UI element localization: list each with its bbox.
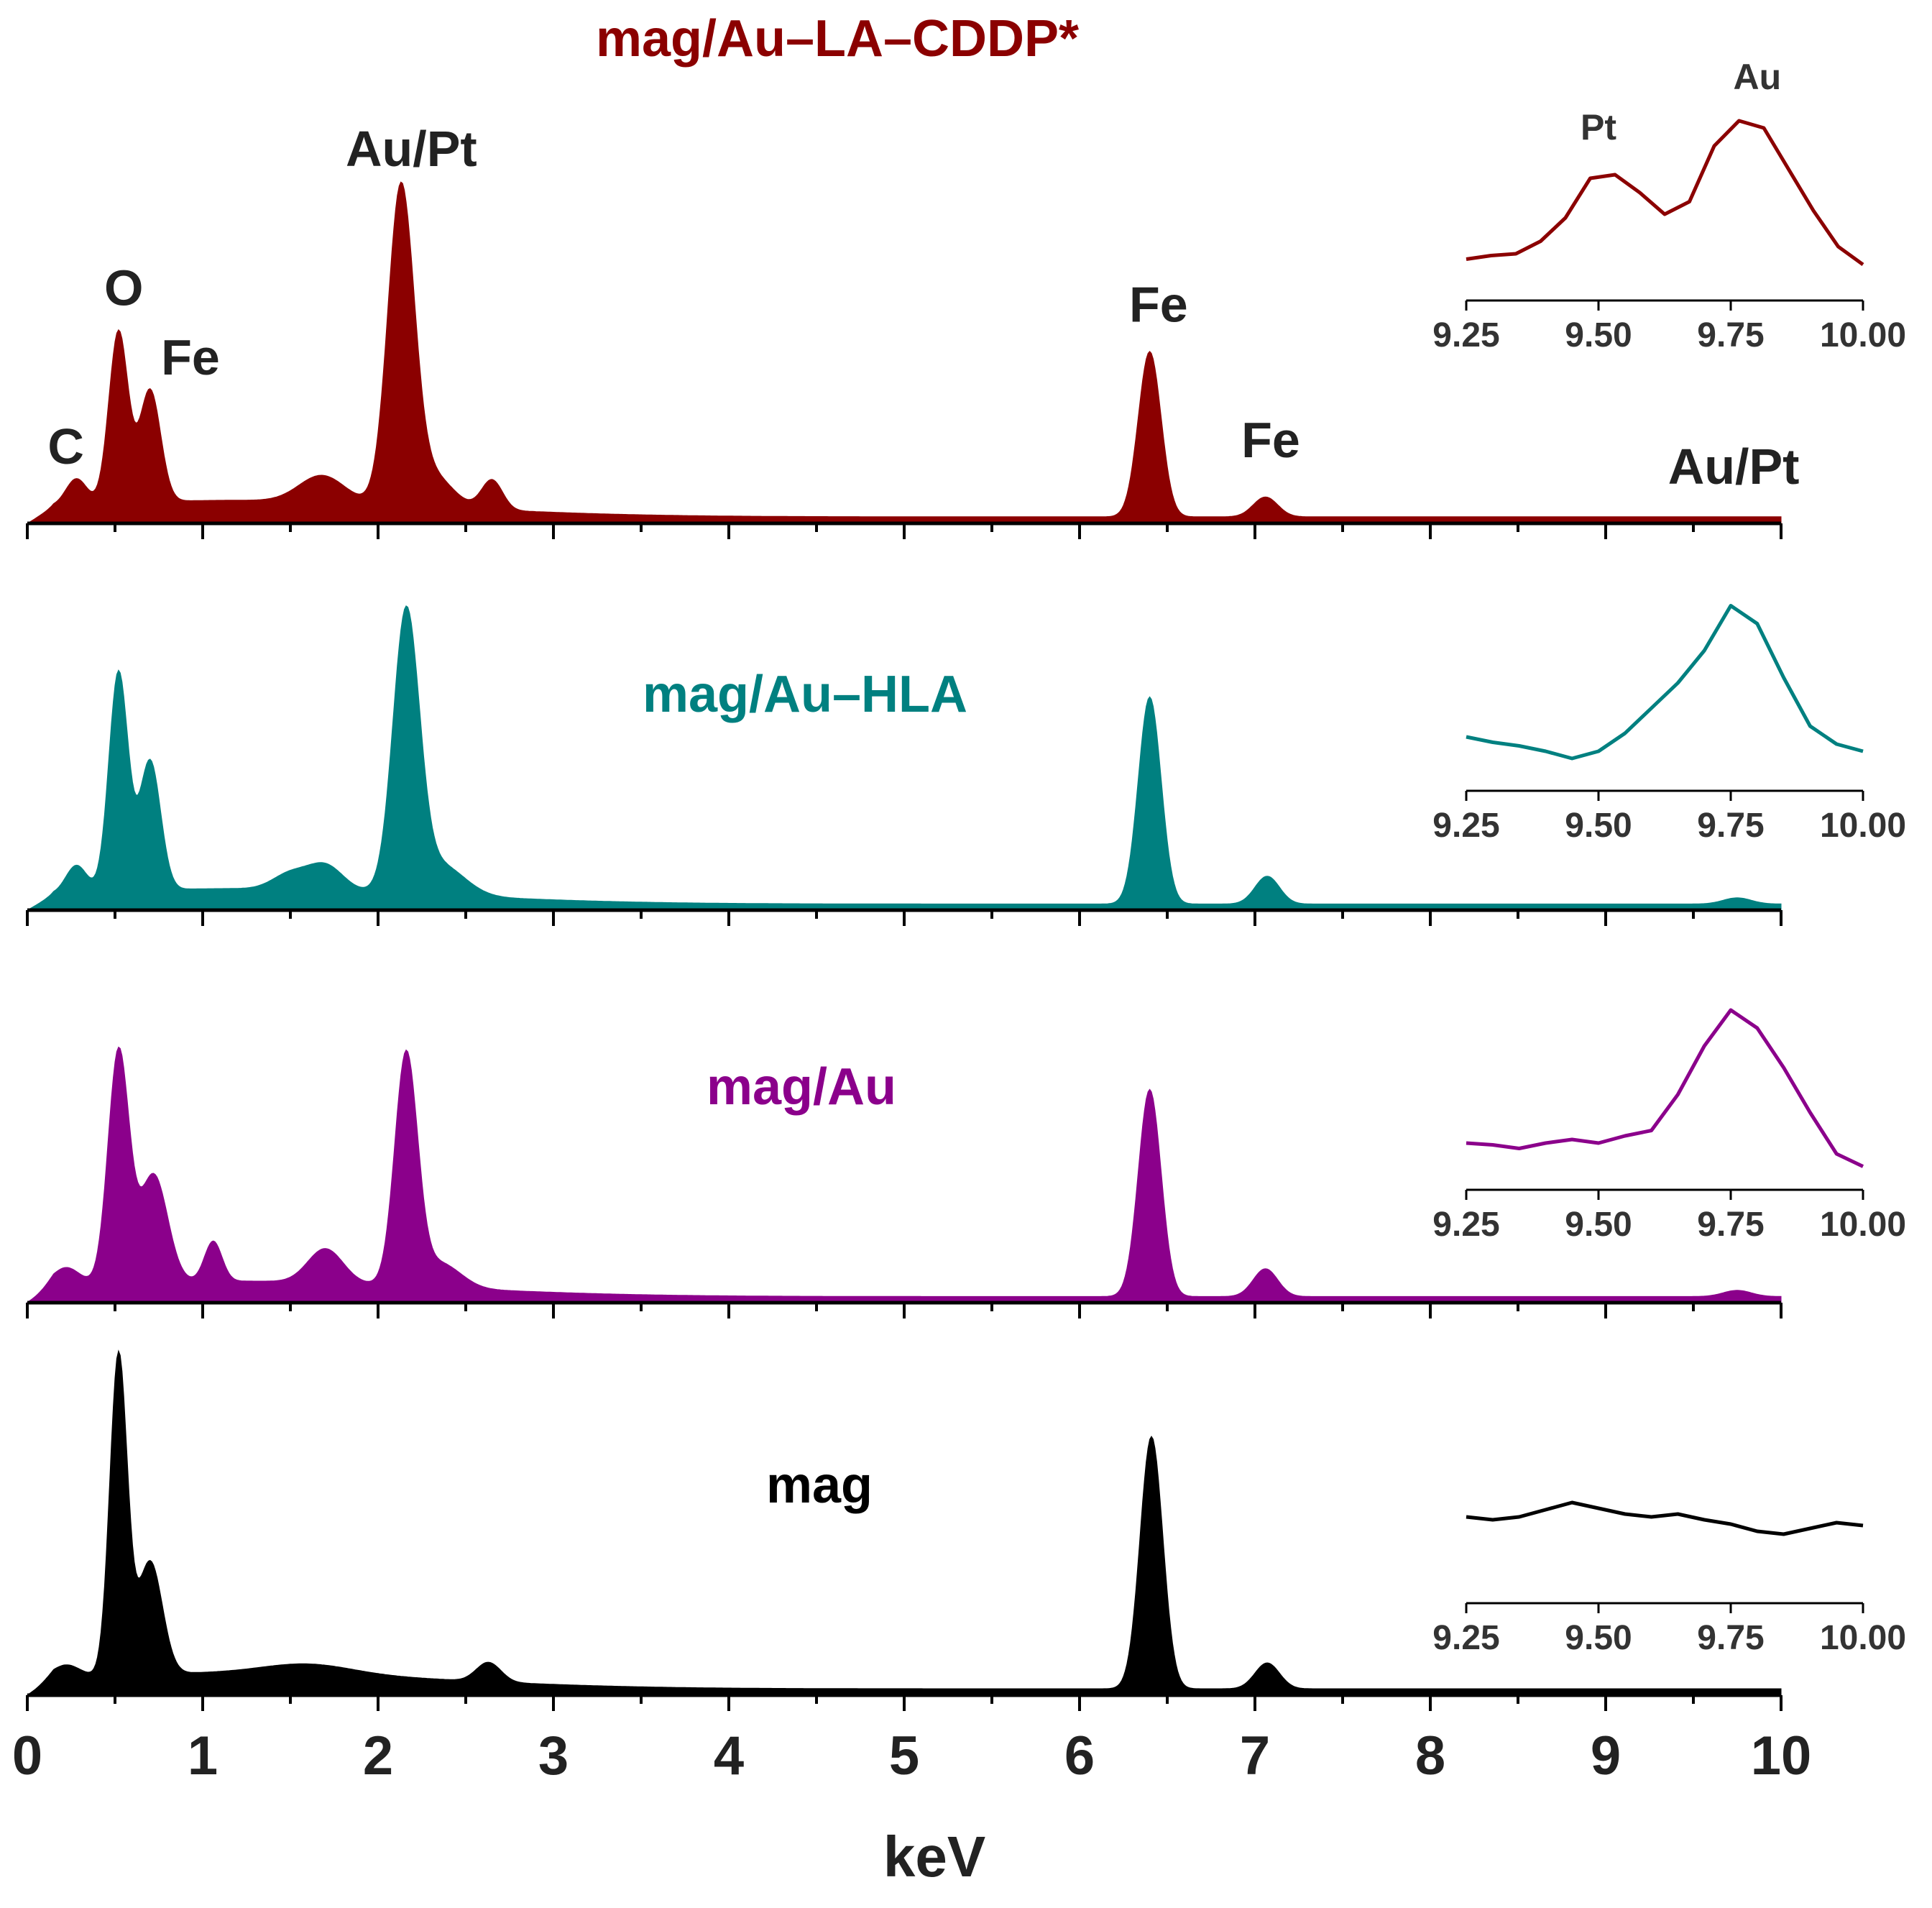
- inset-tick-label: 10.00: [1820, 807, 1906, 845]
- spectrum-area-mag: [27, 1349, 1782, 1696]
- series-label-mag-au-hla: mag/Au–HLA: [643, 666, 967, 723]
- spectrum-panel-mag-au-hla: mag/Au–HLA 9.25 9.50 9.75 10.00: [26, 604, 1906, 926]
- series-label-mag: mag: [766, 1457, 873, 1514]
- x-tick-label-4: 4: [714, 1725, 744, 1787]
- peak-label-au-pt-6: Au/Pt: [1668, 439, 1800, 495]
- spectrum-panel-mag-au-la-cddp: mag/Au–LA–CDDP* C O Fe Au/Pt Fe Fe Au/Pt 9.25 9.5…: [26, 10, 1906, 539]
- peak-label-fe-5: Fe: [1241, 412, 1300, 468]
- spectrum-area-mag-au: [27, 1046, 1782, 1303]
- inset-tick-label: 9.50: [1565, 316, 1632, 354]
- inset-peak-label-au: Au: [1733, 57, 1781, 97]
- inset-tick-label: 9.25: [1432, 807, 1499, 845]
- peak-label-fe-2: Fe: [161, 329, 220, 385]
- inset-tick-label: 9.75: [1697, 316, 1764, 354]
- series-label-mag-au-la-cddp: mag/Au–LA–CDDP*: [596, 10, 1079, 68]
- peak-label-fe-4: Fe: [1129, 276, 1188, 332]
- peak-label-o-1: O: [104, 260, 143, 316]
- inset-tick-label: 9.75: [1697, 807, 1764, 845]
- x-tick-label-0: 0: [12, 1725, 42, 1787]
- x-tick-label-3: 3: [538, 1725, 569, 1787]
- inset-tick-label: 10.00: [1820, 1206, 1906, 1244]
- inset-peak-label-pt: Pt: [1581, 107, 1616, 147]
- inset-tick-label: 9.50: [1565, 1206, 1632, 1244]
- x-tick-label-10: 10: [1751, 1725, 1812, 1787]
- inset-tick-label: 9.75: [1697, 1206, 1764, 1244]
- spectrum-area-mag-au-la-cddp: [26, 181, 1782, 524]
- inset-tick-label: 9.50: [1565, 1619, 1632, 1657]
- spectrum-area-mag-au-hla: [26, 605, 1782, 911]
- series-label-mag-au: mag/Au: [707, 1058, 896, 1116]
- inset-tick-label: 9.75: [1697, 1619, 1764, 1657]
- inset-tick-label: 10.00: [1820, 1619, 1906, 1657]
- peak-label-c-0: C: [47, 418, 84, 474]
- x-tick-label-7: 7: [1240, 1725, 1270, 1787]
- inset-tick-label: 9.25: [1432, 1206, 1499, 1244]
- x-tick-label-1: 1: [188, 1725, 218, 1787]
- x-tick-label-8: 8: [1415, 1725, 1445, 1787]
- inset-line-mag-au: [1466, 1008, 1864, 1168]
- x-tick-label-6: 6: [1064, 1725, 1095, 1787]
- inset-tick-label: 10.00: [1820, 316, 1906, 354]
- x-tick-label-2: 2: [363, 1725, 393, 1787]
- spectrum-panel-mag: mag 9.25 9.50 9.75 10.00 0 1 2 3 4 5 6 7 8 9 10: [12, 1349, 1906, 1787]
- x-tick-label-9: 9: [1591, 1725, 1621, 1787]
- peak-label-au-pt-3: Au/Pt: [346, 121, 477, 177]
- inset-tick-label: 9.25: [1432, 316, 1499, 354]
- inset-tick-label: 9.50: [1565, 807, 1632, 845]
- inset-line-mag: [1466, 1500, 1864, 1536]
- spectrum-panel-mag-au: mag/Au 9.25 9.50 9.75 10.00: [26, 1008, 1906, 1318]
- inset-line-mag-au-hla: [1466, 604, 1864, 761]
- inset-tick-label: 9.25: [1432, 1619, 1499, 1657]
- inset-line-mag-au-la-cddp: [1466, 119, 1864, 267]
- x-axis-label: keV: [883, 1825, 985, 1889]
- x-tick-label-5: 5: [889, 1725, 919, 1787]
